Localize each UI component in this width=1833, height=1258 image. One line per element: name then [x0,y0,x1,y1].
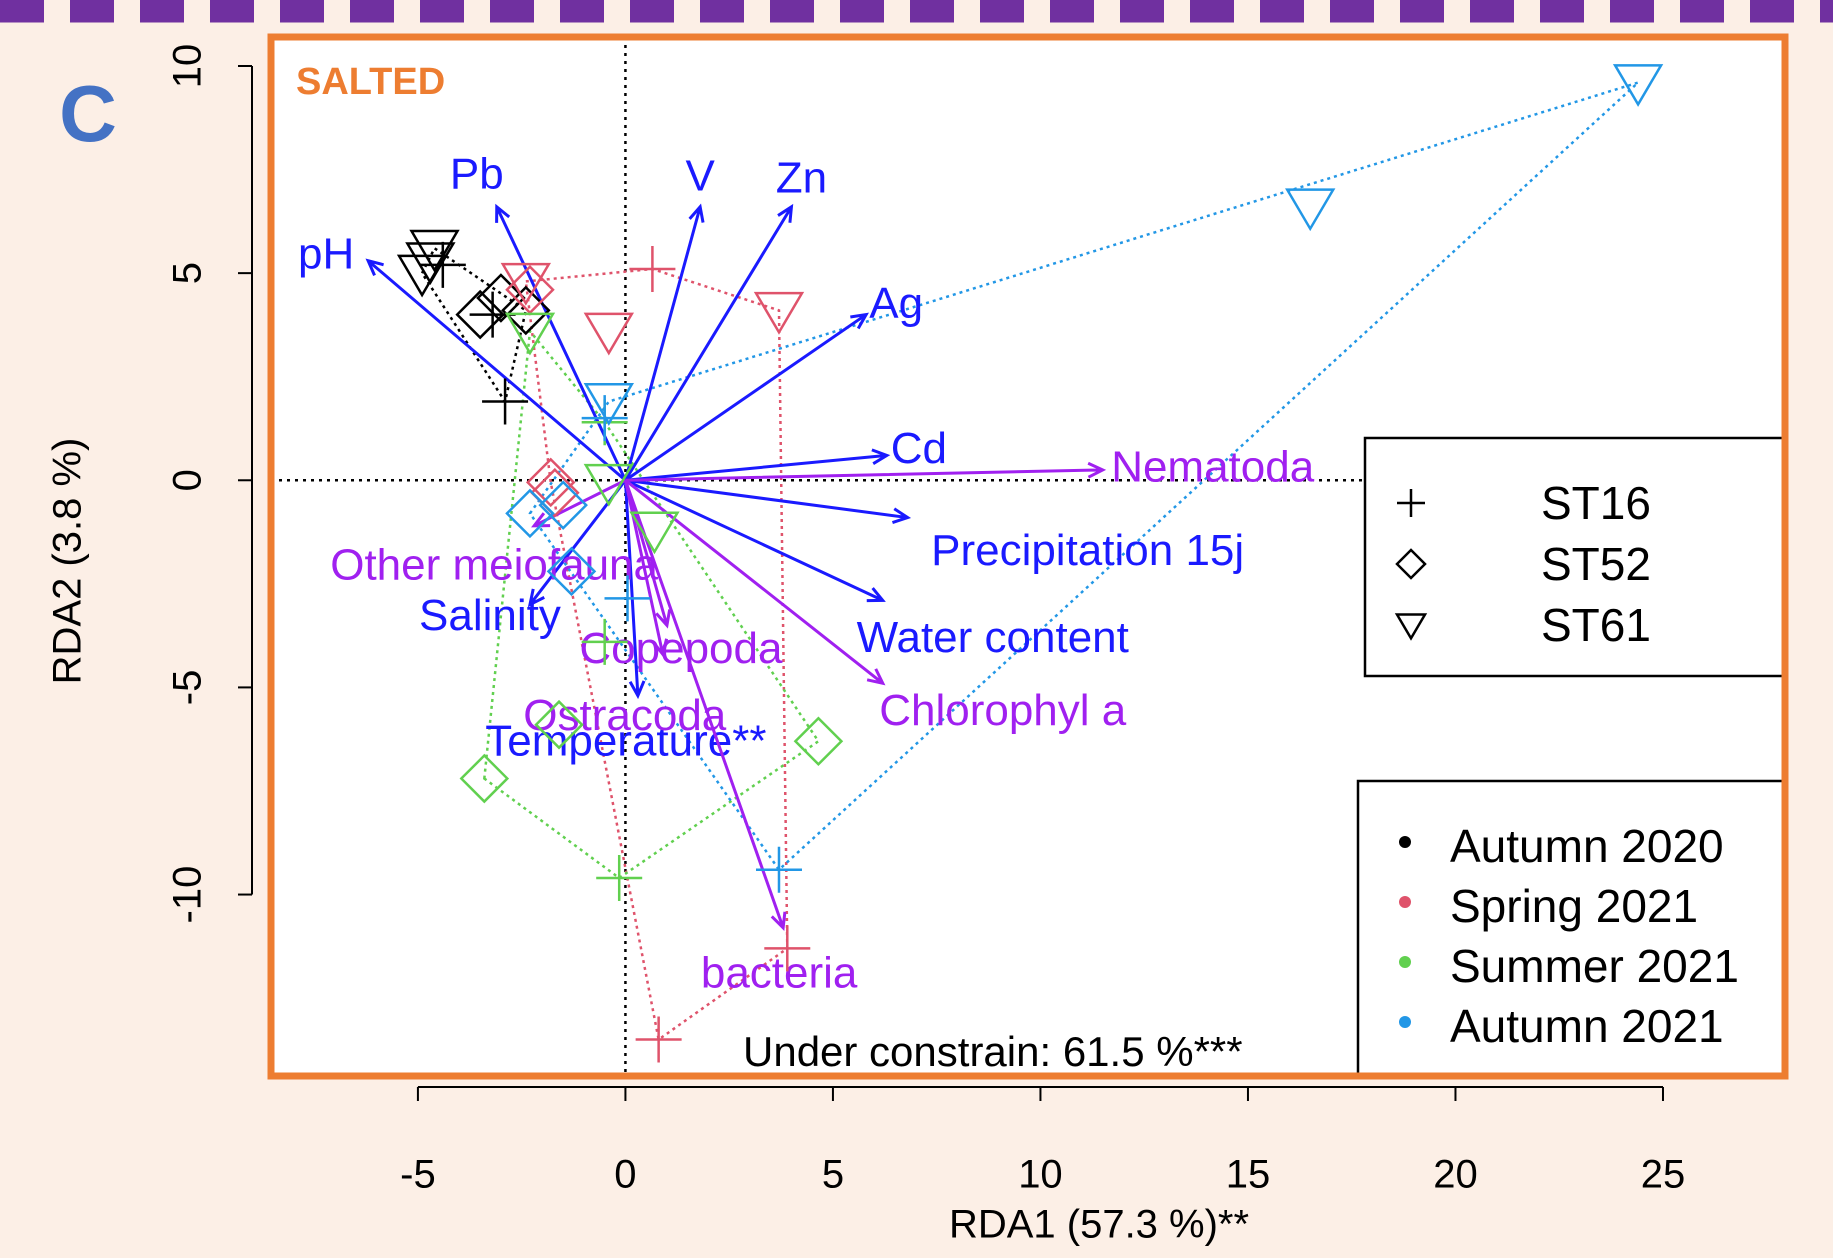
arrow-label: Cd [891,424,947,473]
arrow [625,461,1107,482]
arrow-label: Temperature** [485,716,766,765]
arrow-label: Salinity [419,591,561,640]
plot: Pb pH V Zn Ag Cd Precipitation 15j Water conten… [271,37,1785,1076]
arrow-label: Pb [450,149,504,198]
arrow-label: Ostracoda [523,691,727,740]
x-tick-label: 10 [1018,1153,1063,1197]
legend-label: ST52 [1541,538,1651,590]
point-triangle [629,511,680,555]
legend-marker [1395,548,1427,580]
arrow [365,258,627,482]
legend-label: Autumn 2020 [1450,820,1724,872]
point-plus [482,378,529,425]
arrow-label: Nematoda [1111,443,1315,492]
season-hull [420,246,528,405]
arrow [623,480,646,700]
x-tick-label: 0 [614,1153,636,1197]
x-tick-label: 25 [1641,1153,1686,1197]
point-triangle [583,312,635,356]
panel-label: C [59,69,117,158]
point-plus [764,925,811,972]
y-tick-label: -5 [166,670,210,706]
arrow-label: Zn [776,153,827,202]
arrow [623,479,672,629]
point-plus [629,245,676,292]
arrow-label: Precipitation 15j [931,526,1244,575]
point-triangle [1285,188,1336,232]
x-tick-label: 15 [1226,1153,1271,1197]
y-tick-label: 10 [166,44,210,89]
season-legend-box [1356,779,1785,1076]
point-diamond [546,546,597,597]
point-plus [604,575,651,622]
arrow [625,478,912,524]
point-diamond [793,716,844,767]
legend-dot [1399,1016,1411,1028]
arrow [624,312,869,482]
point-triangle [409,229,460,273]
legend-label: ST16 [1541,477,1651,529]
legend-marker [1394,613,1428,641]
x-tick-label: 20 [1433,1153,1478,1197]
point-diamond [459,753,510,804]
season-hull [528,81,1639,872]
point-diamond [525,457,576,508]
legend-label: Autumn 2021 [1450,1000,1724,1052]
arrow [624,479,886,686]
x-axis-label: RDA1 (57.3 %)** [949,1203,1249,1247]
point-triangle [504,312,556,356]
legend-dot [1399,836,1411,848]
point-diamond [455,289,505,340]
x-tick-label: -5 [400,1153,436,1197]
subtitle: SALTED [296,61,445,103]
legend-label: Spring 2021 [1450,880,1698,932]
annotation: Under constrain: 61.5 %*** [743,1028,1243,1075]
plot-border [267,33,1789,1080]
arrow [625,448,891,482]
axes: -5 0 5 10 15 20 25 -10 -5 0 5 10 [166,44,1686,1197]
legend-label: Summer 2021 [1450,940,1739,992]
point-plus [419,241,466,288]
arrow-label: Other meiofauna [330,540,658,589]
arrow-label: Chlorophyl a [879,686,1127,735]
arrow-label: Ag [869,279,923,328]
legend-dot [1399,956,1411,968]
legend-label: ST61 [1541,599,1651,651]
y-tick-label: 0 [166,469,210,491]
point-triangle [583,383,635,426]
arrow-label: Copepoda [579,624,783,673]
point-diamond [530,467,580,518]
arrow-label: pH [298,229,354,278]
arrow-label: Water content [857,613,1129,662]
arrow [624,478,886,603]
point-diamond [476,273,526,323]
arrow-label: bacteria [701,948,858,997]
arrow [624,203,794,482]
legend-marker [1397,489,1425,517]
arrow [624,479,787,931]
point-triangle [405,242,456,286]
legend-dot [1399,896,1411,908]
point-diamond [505,488,555,539]
station-legend-box [1363,436,1785,678]
point-triangle [1612,64,1664,107]
point-plus [755,846,802,893]
y-tick-label: -10 [166,866,210,924]
point-triangle [583,463,635,507]
point-triangle [500,262,552,306]
point-triangle [753,291,805,335]
arrow-label: V [685,151,715,200]
arrow [623,203,705,481]
point-plus [635,1016,682,1063]
y-axis-label: RDA2 (3.8 %) [46,438,90,685]
point-plus [596,854,643,901]
point-diamond [538,480,588,530]
x-tick-label: 5 [822,1153,844,1197]
arrow [623,479,669,658]
point-plus [581,618,628,665]
point-diamond [534,699,584,750]
y-tick-label: 5 [166,262,210,284]
